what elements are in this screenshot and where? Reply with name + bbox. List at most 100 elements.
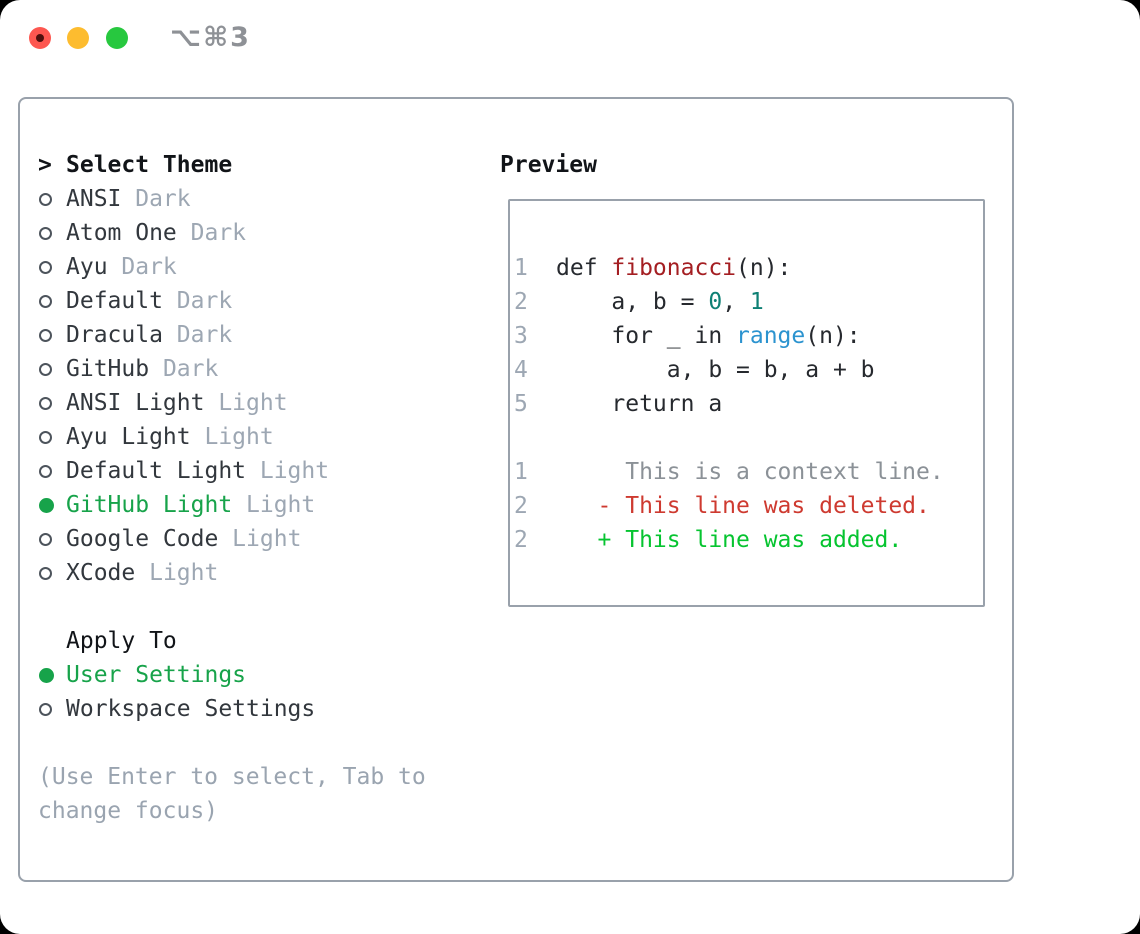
theme-option-label: XCode — [66, 560, 136, 586]
zoom-button[interactable] — [106, 27, 128, 49]
code-segment-del: - This line was deleted. — [556, 493, 930, 519]
line-number: 2 — [514, 493, 528, 519]
radio-circle — [39, 497, 54, 513]
theme-option-label: ANSI Light — [66, 390, 205, 416]
radio-selected-icon — [38, 497, 66, 513]
apply-option-user-settings[interactable]: User Settings — [38, 658, 426, 692]
preview-code-box: 1 def fibonacci (n): 2 a, b = 0, 1 3 for _ i… — [508, 199, 985, 607]
code-segment-lit: 1 — [749, 289, 764, 315]
line-number: 5 — [514, 391, 528, 417]
code-segment-func: fibonacci — [611, 255, 737, 281]
radio-unselected-icon — [38, 226, 66, 240]
theme-variant-label: Light — [135, 560, 219, 586]
radio-circle — [39, 362, 52, 376]
theme-option-xcode-light[interactable]: XCode Light — [38, 556, 426, 590]
radio-circle — [39, 260, 52, 274]
select-theme-title: Select Theme — [66, 152, 233, 178]
theme-variant-label: Dark — [176, 220, 247, 246]
code-segment-fg: return a — [556, 391, 723, 417]
theme-variant-label: Dark — [162, 322, 233, 348]
code-segment-add: + This line was added. — [556, 527, 903, 553]
line-number: 1 — [514, 459, 528, 485]
preview-title: Preview — [500, 152, 597, 178]
preview-header: Preview — [500, 148, 597, 182]
theme-option-label: Dracula — [66, 322, 163, 348]
close-button[interactable] — [29, 27, 51, 49]
theme-option-label: Google Code — [66, 526, 219, 552]
code-line — [514, 421, 983, 455]
code-line: 1 This is a context line. — [514, 455, 983, 489]
theme-option-ansi-dark[interactable]: ANSI Dark — [38, 182, 426, 216]
theme-variant-label: Dark — [107, 254, 177, 280]
spacer-row — [38, 590, 426, 624]
radio-circle — [39, 566, 52, 580]
line-number: 2 — [514, 289, 528, 315]
line-number: 2 — [514, 527, 528, 553]
line-number: 4 — [514, 357, 528, 383]
line-number: 3 — [514, 323, 528, 349]
minimize-button[interactable] — [67, 27, 89, 49]
code-segment-fg: a, b = b, a + b — [556, 357, 875, 383]
window-title: ⌥⌘3 — [170, 22, 251, 53]
radio-circle — [39, 430, 52, 444]
radio-circle — [39, 226, 52, 240]
code-line: 2 - This line was deleted. — [514, 489, 983, 523]
theme-variant-label: Dark — [121, 186, 191, 212]
hint-line-1: (Use Enter to select, Tab to — [38, 764, 426, 790]
code-line: 2 a, b = 0, 1 — [514, 285, 983, 319]
theme-variant-label: Light — [218, 526, 302, 552]
apply-option-workspace-settings[interactable]: Workspace Settings — [38, 692, 426, 726]
theme-option-label: Default — [66, 288, 163, 314]
code-line: 2 + This line was added. — [514, 523, 983, 557]
hint-line-2: change focus) — [38, 798, 219, 824]
theme-option-google-code-light[interactable]: Google Code Light — [38, 522, 426, 556]
code-segment-ctx: This is a context line. — [556, 459, 944, 485]
theme-option-github-dark[interactable]: GitHub Dark — [38, 352, 426, 386]
radio-unselected-icon — [38, 430, 66, 444]
radio-unselected-icon — [38, 702, 66, 716]
theme-option-ansi-light-light[interactable]: ANSI Light Light — [38, 386, 426, 420]
theme-option-label: Ayu Light — [66, 424, 191, 450]
prompt-chevron-icon: > — [38, 152, 52, 178]
theme-option-default-dark[interactable]: Default Dark — [38, 284, 426, 318]
theme-variant-label: Light — [190, 424, 274, 450]
radio-circle — [39, 396, 52, 410]
radio-circle — [39, 667, 54, 683]
theme-option-atom-one-dark[interactable]: Atom One Dark — [38, 216, 426, 250]
theme-variant-label: Dark — [149, 356, 219, 382]
theme-option-ayu-light-light[interactable]: Ayu Light Light — [38, 420, 426, 454]
apply-to-list: User Settings Workspace Settings — [38, 658, 426, 726]
theme-option-dracula-dark[interactable]: Dracula Dark — [38, 318, 426, 352]
code-line: 1 def fibonacci (n): — [514, 251, 983, 285]
theme-variant-label: Light — [232, 492, 316, 518]
code-segment-fg: (n): — [805, 323, 861, 349]
theme-variant-label: Dark — [162, 288, 233, 314]
radio-unselected-icon — [38, 294, 66, 308]
apply-to-header: Apply To — [38, 624, 426, 658]
radio-unselected-icon — [38, 328, 66, 342]
theme-variant-label: Light — [246, 458, 330, 484]
code-line: 5 return a — [514, 387, 983, 421]
theme-option-label: Default Light — [66, 458, 247, 484]
code-line: 4 a, b = b, a + b — [514, 353, 983, 387]
theme-picker-column: > Select Theme ANSI Dark Atom One Dark Ayu… — [38, 148, 426, 828]
theme-picker-panel: > Select Theme ANSI Dark Atom One Dark Ayu… — [18, 97, 1014, 882]
select-theme-header: > Select Theme — [38, 148, 426, 182]
radio-circle — [39, 192, 52, 206]
radio-unselected-icon — [38, 566, 66, 580]
radio-circle — [39, 532, 52, 546]
theme-option-label: Ayu — [66, 254, 108, 280]
apply-option-label: User Settings — [66, 662, 247, 688]
radio-circle — [39, 328, 52, 342]
radio-unselected-icon — [38, 396, 66, 410]
theme-option-label: ANSI — [66, 186, 122, 212]
theme-option-label: GitHub Light — [66, 492, 233, 518]
theme-option-github-light-light[interactable]: GitHub Light Light — [38, 488, 426, 522]
apply-to-label: Apply To — [66, 628, 177, 654]
radio-unselected-icon — [38, 532, 66, 546]
theme-option-ayu-dark[interactable]: Ayu Dark — [38, 250, 426, 284]
theme-option-default-light-light[interactable]: Default Light Light — [38, 454, 426, 488]
radio-unselected-icon — [38, 192, 66, 206]
code-segment-fg: for _ in — [556, 323, 737, 349]
